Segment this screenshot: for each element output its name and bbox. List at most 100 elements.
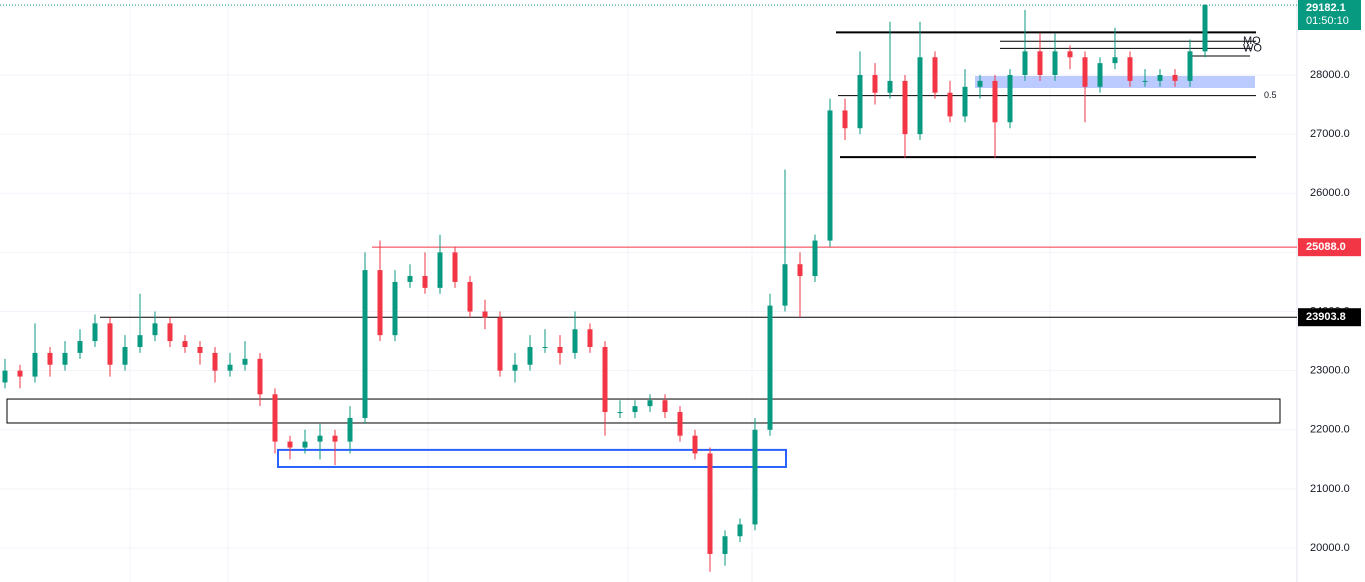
candle-body <box>1007 74 1013 123</box>
candle-body <box>992 80 998 123</box>
candle-body <box>152 323 158 336</box>
price-label-box <box>1298 0 1361 30</box>
zone <box>975 75 1255 88</box>
candle-body <box>1082 57 1088 87</box>
candle-body <box>1142 80 1148 82</box>
candle-body <box>362 270 368 418</box>
candle-body <box>632 406 638 413</box>
candle-body <box>212 352 218 371</box>
candle-body <box>527 347 533 365</box>
candle-body <box>107 323 113 365</box>
candle-body <box>167 323 173 342</box>
candle-body <box>497 317 503 371</box>
y-tick-label: 28000.0 <box>1310 69 1350 81</box>
zone <box>6 398 1281 424</box>
candle-body <box>32 352 38 377</box>
y-tick-label: 21000.0 <box>1310 483 1350 495</box>
candle-body <box>1127 57 1133 81</box>
candle-body <box>437 252 443 288</box>
candle-body <box>902 80 908 135</box>
countdown: 01:50:10 <box>1306 15 1349 27</box>
candle-body <box>62 352 68 365</box>
candle-body <box>1187 51 1193 81</box>
candle-body <box>977 80 983 87</box>
time-grid <box>129 0 1051 582</box>
candle-body <box>1172 74 1178 81</box>
candle-body <box>302 441 308 448</box>
price-label: 23903.8 <box>1306 311 1346 323</box>
candle-body <box>467 281 473 312</box>
candle-body <box>962 86 968 117</box>
candle-body <box>422 276 428 288</box>
candle-body <box>602 347 608 413</box>
candle-body <box>677 412 683 436</box>
candle-body <box>872 74 878 93</box>
candle-body <box>587 329 593 348</box>
candle-body <box>1022 51 1028 75</box>
candle-body <box>737 524 743 537</box>
zone <box>277 448 787 468</box>
y-tick-label: 27000.0 <box>1310 128 1350 140</box>
candle-body <box>617 412 623 414</box>
candle-body <box>887 80 893 93</box>
y-tick-label: 23000.0 <box>1310 365 1350 377</box>
candle-body <box>572 329 578 353</box>
price-label: 25088.0 <box>1306 241 1346 253</box>
candle-body <box>812 240 818 277</box>
candle-body <box>1157 74 1163 81</box>
candle-body <box>392 281 398 336</box>
candle-body <box>947 92 953 117</box>
candle-body <box>782 264 788 306</box>
candle-body <box>512 364 518 371</box>
y-tick-label: 20000.0 <box>1310 542 1350 554</box>
candle-body <box>347 417 353 442</box>
candle-body <box>47 352 53 365</box>
candle-body <box>752 429 758 525</box>
candle-body <box>17 370 23 377</box>
price-label: 29182.1 <box>1306 2 1346 14</box>
candle-body <box>647 400 653 407</box>
candle-body <box>932 57 938 93</box>
candle-body <box>542 347 548 349</box>
candle-body <box>182 341 188 348</box>
candle-body <box>692 435 698 454</box>
candle-body <box>827 110 833 241</box>
y-tick-label: 26000.0 <box>1310 187 1350 199</box>
candle-body <box>92 323 98 342</box>
candle-body <box>257 358 263 395</box>
y-tick-label: 22000.0 <box>1310 424 1350 436</box>
candle-body <box>482 311 488 318</box>
candle-body <box>842 110 848 129</box>
candle-body <box>707 453 713 554</box>
candle-body <box>407 276 413 282</box>
candle-body <box>377 270 383 336</box>
price-label-box <box>1298 308 1361 327</box>
candle-body <box>1067 51 1073 58</box>
candle-body <box>917 57 923 135</box>
candle-body <box>857 74 863 129</box>
level-label: MO <box>1243 35 1261 47</box>
candle-body <box>137 335 143 348</box>
candle-body <box>662 400 668 413</box>
candle-body <box>767 305 773 430</box>
candle-body <box>332 435 338 442</box>
price-label-box <box>1298 238 1361 257</box>
candle-body <box>227 364 233 371</box>
candle-body <box>1112 57 1118 64</box>
candle-body <box>797 264 803 277</box>
candle-body <box>77 341 83 353</box>
candle-body <box>2 370 8 383</box>
candle-body <box>197 347 203 353</box>
candle-body <box>122 347 128 365</box>
candle-body <box>242 358 248 365</box>
candle-body <box>722 536 728 554</box>
candle-body <box>1052 51 1058 75</box>
candle-body <box>557 347 563 353</box>
candle-body <box>272 394 278 442</box>
level-label: WO <box>1243 42 1262 54</box>
candle-body <box>317 435 323 442</box>
candle-body <box>1202 5 1208 52</box>
level-label: 0.5 <box>1264 90 1277 100</box>
candle-body <box>287 441 293 448</box>
